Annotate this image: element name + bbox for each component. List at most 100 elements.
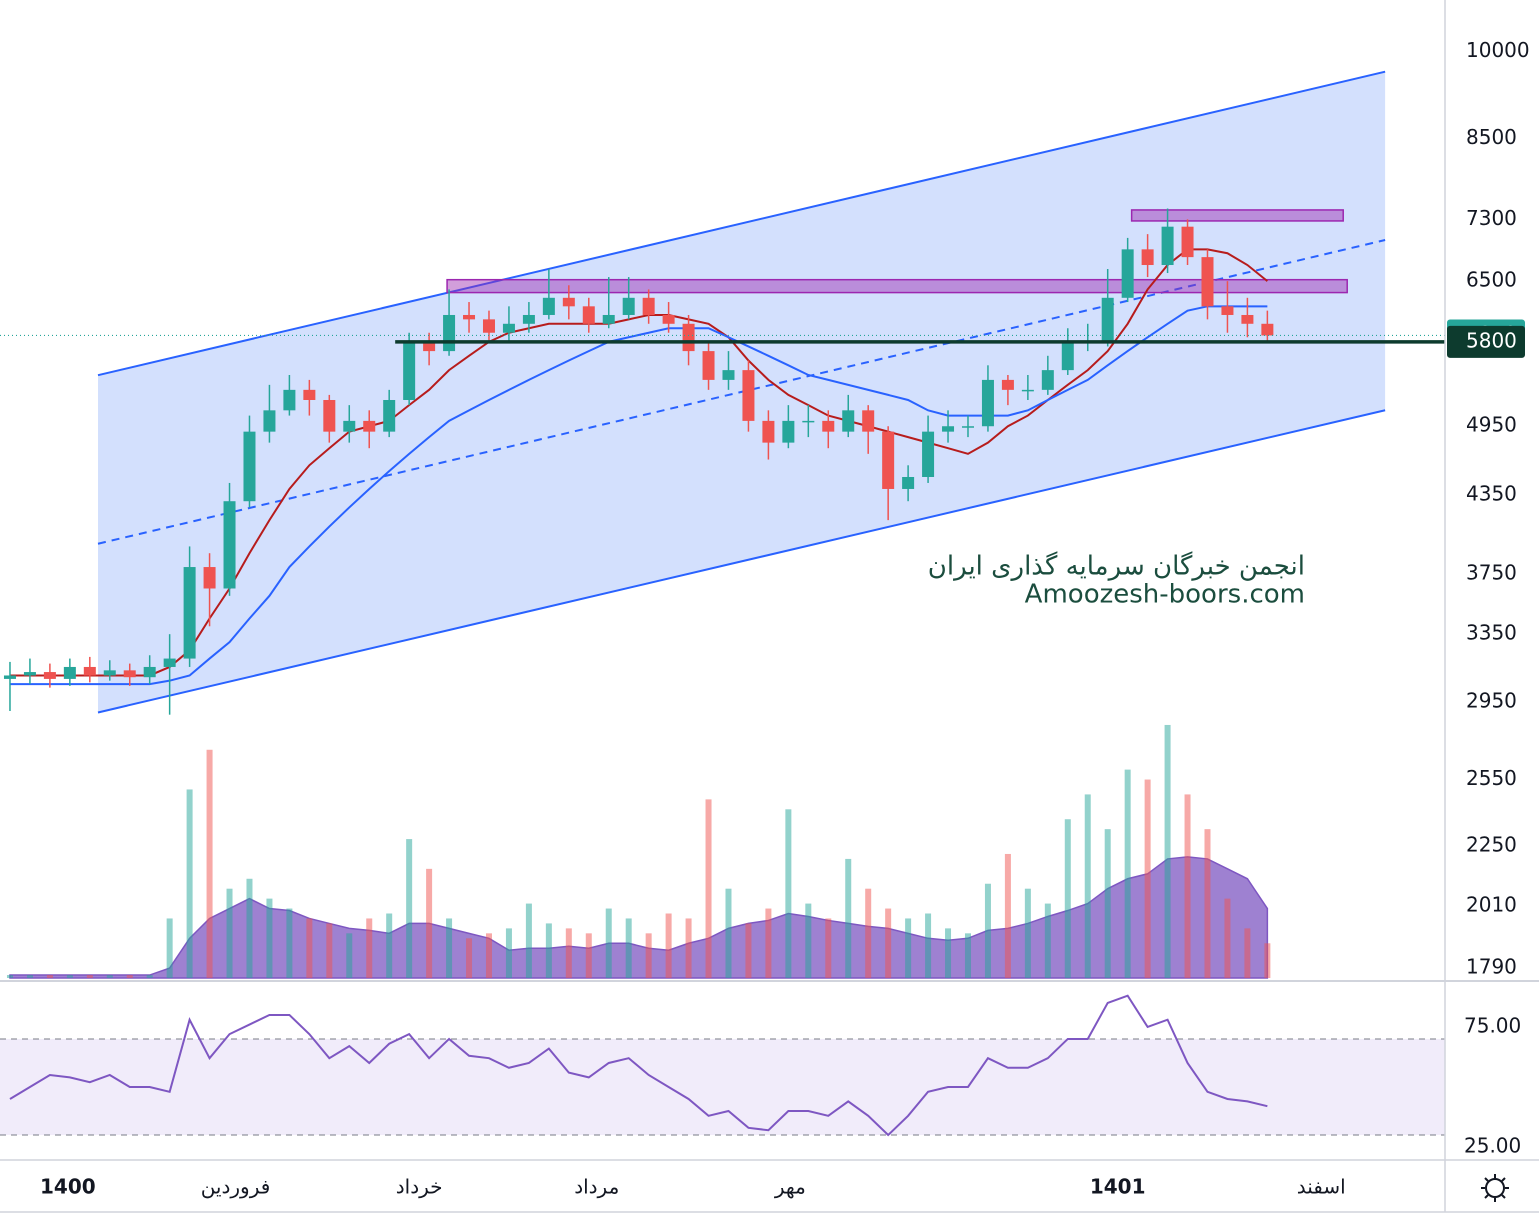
moving-average [9, 305, 1268, 686]
candle-body [602, 314, 615, 324]
y-tick-label: 10000 [1466, 38, 1530, 62]
volume-bar [1064, 819, 1071, 978]
volume-bar [525, 903, 532, 978]
y-tick-label: 6500 [1466, 268, 1517, 292]
volume-bar [466, 938, 473, 978]
volume-bar [306, 918, 313, 978]
candle-body [183, 567, 196, 659]
candle-body [1221, 306, 1234, 315]
volume-bar [1104, 829, 1111, 978]
volume-bar [246, 878, 253, 978]
volume-bar [266, 898, 273, 978]
volume-bar [945, 928, 952, 978]
volume-bar [6, 975, 13, 978]
candle-body [243, 431, 256, 502]
candle-body [363, 420, 376, 432]
candle-body [562, 297, 575, 307]
volume-bar [1024, 888, 1031, 978]
candle-body [123, 670, 136, 678]
x-tick-label: مهر [774, 1175, 806, 1199]
volume-ma-area [9, 856, 1269, 979]
channel-upper [97, 70, 1386, 377]
candle-body [922, 431, 935, 477]
candle-body [1001, 379, 1014, 390]
volume-bar [126, 975, 133, 978]
candle-body [882, 431, 895, 489]
volume-bar [106, 975, 113, 978]
candle-body [482, 319, 495, 333]
candle-body [103, 670, 116, 676]
candle-body [722, 370, 735, 380]
volume-bar [1244, 928, 1251, 978]
candle-body [423, 341, 436, 352]
volume-bar [386, 913, 393, 978]
volume-bar [286, 908, 293, 978]
candle-body [782, 420, 795, 443]
volume-bar [1264, 943, 1271, 978]
volume-bar [585, 933, 592, 978]
volume-bar [685, 918, 692, 978]
candle-body [742, 370, 755, 421]
volume-bar [66, 975, 73, 978]
candle-body [443, 314, 456, 352]
candle-body [842, 410, 855, 432]
volume-bar [964, 933, 971, 978]
volume-bar [366, 918, 373, 978]
y-tick-label: 1790 [1466, 954, 1517, 978]
volume-bar [565, 928, 572, 978]
candle-body [63, 666, 76, 679]
channel-lower [97, 409, 1386, 714]
rsi-band [0, 1038, 1445, 1136]
candle-body [283, 389, 296, 411]
candle-body [43, 672, 56, 679]
candle-body [1181, 226, 1194, 258]
candle-body [942, 426, 955, 432]
x-tick-label: اسفند [1297, 1175, 1346, 1199]
watermark: Amoozesh-boors.com [1025, 580, 1305, 610]
x-tick-label: فروردین [201, 1175, 271, 1199]
volume-bar [46, 975, 53, 978]
volume-bar [1164, 724, 1171, 978]
y-tick-label: 7300 [1466, 206, 1517, 230]
settings-icon[interactable] [1481, 1174, 1509, 1202]
volume-bar [545, 923, 552, 978]
y-tick-label: 2250 [1466, 833, 1517, 857]
volume-bar [885, 908, 892, 978]
rsi-pane [0, 994, 1445, 1137]
y-tick-label: 2950 [1466, 688, 1517, 712]
volume-bar [1224, 898, 1231, 978]
candle-body [1161, 226, 1174, 266]
candle-body [83, 666, 96, 676]
candle-body [1041, 370, 1054, 390]
x-tick-label: 1400 [40, 1175, 96, 1199]
x-tick-label: 1401 [1090, 1175, 1146, 1199]
volume-bar [146, 975, 153, 978]
volume-bar [625, 918, 632, 978]
volume-bar [1124, 769, 1131, 978]
candle-body [343, 420, 356, 432]
candle-body [1021, 389, 1034, 392]
watermark: انجمن خبرگان سرمایه گذاری ایران [928, 551, 1305, 582]
volume-bar [166, 918, 173, 978]
candle-body [3, 675, 16, 679]
volume-bar [645, 933, 652, 978]
volume-bar [1084, 794, 1091, 978]
volume-bar [765, 908, 772, 978]
y-tick-label: 2550 [1466, 766, 1517, 790]
volume-bar [1204, 829, 1211, 978]
x-tick-label: خرداد [396, 1175, 443, 1199]
candle-body [1121, 249, 1134, 298]
candle-body [542, 297, 555, 315]
candle-body [1261, 323, 1274, 336]
y-tick-label: 3750 [1466, 561, 1517, 585]
price-pane: انجمن خبرگان سرمایه گذاری ایرانAmoozesh-… [0, 70, 1445, 715]
candle-body [1141, 249, 1154, 266]
volume-bar [785, 809, 792, 978]
candle-body [23, 672, 36, 676]
y-tick-label: 3350 [1466, 621, 1517, 645]
candle-body [902, 476, 915, 489]
y-tick-label: 4950 [1466, 413, 1517, 437]
candle-body [403, 341, 416, 400]
